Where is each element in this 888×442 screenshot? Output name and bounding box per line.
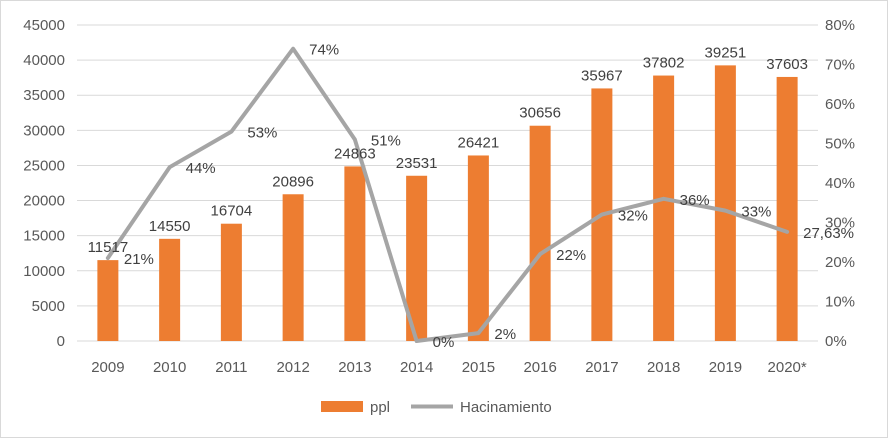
bar-data-label: 30656	[519, 105, 561, 122]
bar-2018	[653, 75, 675, 341]
bar-data-label: 26421	[458, 134, 500, 151]
bar-data-label: 20896	[272, 173, 314, 190]
left-axis-tick-labels: 0 5000 10000 15000 20000 25000 30000 35000 40000…	[23, 17, 65, 350]
left-axis-tick-label: 0	[57, 333, 65, 350]
legend-swatch-ppl	[321, 401, 363, 412]
line-data-label: 21%	[124, 251, 154, 268]
left-axis-tick-label: 10000	[23, 263, 65, 280]
x-axis-tick-label: 2020*	[768, 359, 807, 376]
bar-2012	[282, 194, 304, 341]
line-data-label: 74%	[309, 42, 339, 59]
x-axis-tick-label: 2012	[276, 359, 309, 376]
bar-data-label: 14550	[149, 218, 191, 235]
bar-2009	[97, 260, 119, 341]
x-axis-tick-label: 2010	[153, 359, 186, 376]
left-axis-tick-label: 15000	[23, 228, 65, 245]
bar-data-label: 16704	[211, 203, 253, 220]
right-axis-tick-label: 40%	[825, 175, 855, 192]
line-data-label: 27,63%	[803, 225, 854, 242]
left-axis-tick-label: 20000	[23, 193, 65, 210]
line-data-label: 22%	[556, 247, 586, 264]
left-axis-tick-label: 40000	[23, 52, 65, 69]
right-axis-tick-label: 20%	[825, 254, 855, 271]
legend: ppl Hacinamiento	[321, 399, 552, 416]
hacinamiento-line	[105, 46, 790, 343]
legend-label-ppl: ppl	[370, 399, 390, 416]
bar-series-ppl	[97, 65, 798, 342]
bar-data-label: 37802	[643, 55, 685, 72]
line-series-hacinamiento	[105, 46, 790, 343]
left-axis-tick-label: 35000	[23, 87, 65, 104]
gridlines	[77, 24, 818, 342]
x-axis-tick-labels: 2009 2010 2011 2012 2013 2014 2015 2016 2017 2018…	[91, 359, 807, 376]
line-data-label: 0%	[433, 334, 455, 351]
right-axis-tick-label: 10%	[825, 294, 855, 311]
bar-data-label: 35967	[581, 67, 623, 84]
x-axis-tick-label: 2015	[462, 359, 495, 376]
right-axis-tick-label: 50%	[825, 136, 855, 153]
bar-2019	[714, 65, 736, 341]
x-axis-tick-label: 2011	[215, 359, 247, 376]
bar-data-labels: 11517 14550 16704 20896 24863 23531 26421 30656…	[88, 44, 808, 256]
left-axis-tick-label: 5000	[32, 298, 65, 315]
line-data-label: 36%	[680, 192, 710, 209]
right-axis-tick-labels: 0% 10% 20% 30% 40% 50% 60% 70% 80%	[825, 17, 855, 350]
line-data-label: 32%	[618, 208, 648, 225]
legend-label-hacinamiento: Hacinamiento	[460, 399, 552, 416]
bar-2020*	[776, 76, 798, 342]
left-axis-tick-label: 25000	[23, 157, 65, 174]
x-axis-tick-label: 2018	[647, 359, 680, 376]
x-axis-tick-label: 2017	[585, 359, 618, 376]
x-axis-tick-label: 2013	[338, 359, 371, 376]
line-data-label: 44%	[186, 160, 216, 177]
x-axis-tick-label: 2014	[400, 359, 433, 376]
line-data-label: 53%	[247, 125, 277, 142]
bar-2011	[220, 223, 242, 341]
x-axis-tick-label: 2009	[91, 359, 124, 376]
right-axis-tick-label: 60%	[825, 96, 855, 113]
bar-2016	[529, 125, 551, 342]
right-axis-tick-label: 70%	[825, 57, 855, 74]
bar-data-label: 39251	[705, 44, 747, 61]
bar-data-label: 24863	[334, 145, 376, 162]
right-axis-tick-label: 0%	[825, 333, 847, 350]
line-data-label: 51%	[371, 133, 401, 150]
bar-2015	[467, 155, 489, 341]
line-data-label: 2%	[494, 326, 516, 343]
bar-2013	[344, 166, 366, 341]
left-axis-tick-label: 45000	[23, 17, 65, 34]
bar-2010	[159, 238, 181, 341]
line-data-label: 33%	[741, 204, 771, 221]
right-axis-tick-label: 30%	[825, 215, 855, 232]
x-axis-tick-label: 2016	[523, 359, 556, 376]
right-axis-tick-label: 80%	[825, 17, 855, 34]
bar-data-label: 37603	[766, 56, 808, 73]
x-axis-tick-label: 2019	[709, 359, 742, 376]
bar-2014	[406, 175, 428, 341]
bar-data-label: 23531	[396, 155, 438, 172]
left-axis-tick-label: 30000	[23, 122, 65, 139]
line-data-labels: 21% 44% 53% 74% 51% 0% 2% 22% 32% 36% 33% 27,63%	[124, 42, 854, 351]
bar-data-label: 11517	[88, 239, 129, 256]
